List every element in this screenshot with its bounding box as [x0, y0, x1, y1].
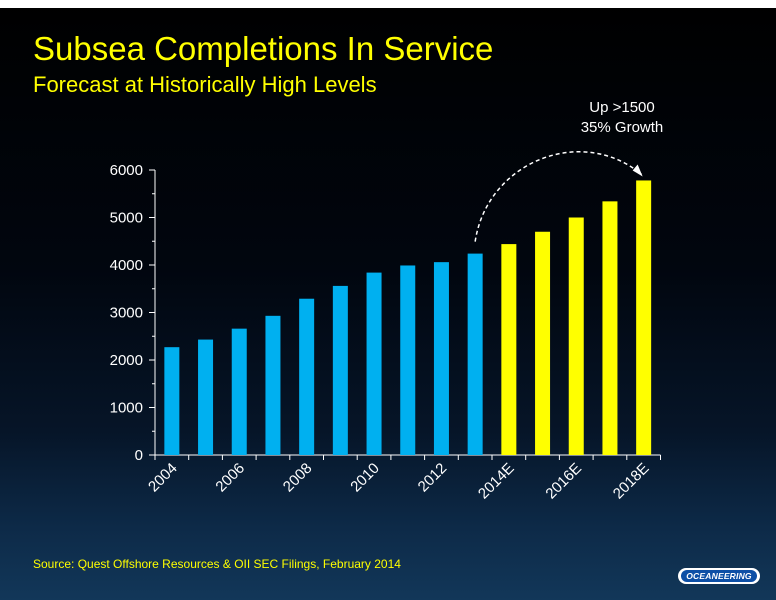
slide-subtitle: Forecast at Historically High Levels: [33, 72, 377, 97]
oceaneering-logo: OCEANEERING: [678, 568, 760, 584]
y-tick-label: 0: [135, 447, 143, 464]
y-tick-label: 1000: [110, 400, 143, 417]
annotation-line-1: Up >1500: [589, 99, 655, 116]
bar-2009: [332, 285, 348, 455]
growth-arrow: [474, 151, 643, 242]
x-tick-label: 2014E: [475, 460, 518, 503]
bar-2006: [231, 328, 247, 455]
bar-2016E: [568, 217, 584, 455]
x-tick-label: 2004: [145, 460, 181, 496]
x-tick-label: 2016E: [542, 460, 585, 503]
y-tick-label: 2000: [110, 352, 143, 369]
y-tick-label: 6000: [110, 162, 143, 179]
bars: [164, 180, 652, 455]
bar-2015E: [535, 231, 551, 455]
x-tick-label: 2012: [415, 460, 451, 496]
bar-2013: [467, 253, 483, 455]
x-axis: 2004 2006 2008 2010 2012 2014E 2016E 2018E: [145, 454, 661, 503]
bar-2004: [164, 347, 180, 455]
bar-2017E: [602, 201, 618, 455]
slide-title: Subsea Completions In Service: [33, 30, 494, 67]
x-tick-label: 2006: [212, 460, 248, 496]
bar-2005: [198, 339, 214, 455]
bar-2008: [299, 298, 315, 455]
bar-2007: [265, 315, 281, 455]
annotation-line-2: 35% Growth: [580, 119, 664, 136]
logo-text: OCEANEERING: [681, 570, 757, 582]
y-axis: 0 1000 2000 3000 4000 5000 6000: [110, 162, 156, 464]
y-tick-label: 3000: [110, 305, 143, 322]
x-tick-label: 2010: [347, 460, 383, 496]
y-tick-label: 5000: [110, 210, 143, 227]
x-tick-label: 2008: [280, 460, 316, 496]
bar-2014E: [501, 244, 517, 455]
growth-arrow-head: [632, 164, 643, 177]
top-border: [0, 0, 776, 8]
bar-2012: [433, 262, 449, 455]
growth-arrow-line: [474, 151, 643, 242]
bar-2011: [400, 265, 416, 455]
x-tick-label: 2018E: [610, 460, 653, 503]
growth-annotation: Up >1500 35% Growth: [562, 98, 682, 138]
source-note: Source: Quest Offshore Resources & OII S…: [33, 557, 401, 571]
bar-2010: [366, 272, 382, 455]
y-tick-label: 4000: [110, 257, 143, 274]
bar-2018E: [636, 180, 652, 455]
